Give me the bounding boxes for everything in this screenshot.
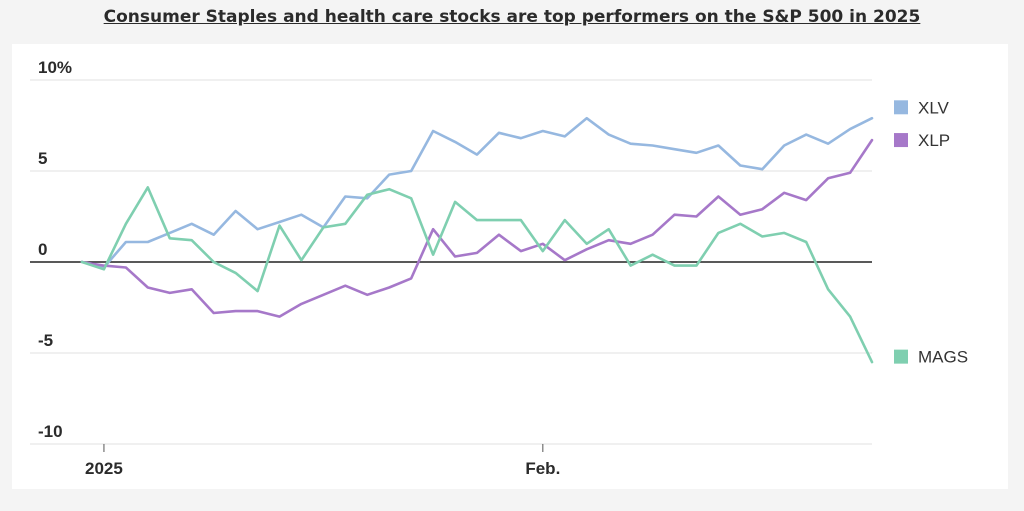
legend-swatch-xlp [894,133,908,148]
legend: XLV XLP MAGS [894,98,968,367]
line-chart: 10% 5 0 -5 -10 2025 Feb. XLV XLP MAGS [30,58,968,478]
legend-label-xlv: XLV [918,98,950,117]
series-line-mags [80,186,874,364]
x-axis-ticks: 2025 Feb. [85,444,560,478]
y-tick-label: -10 [38,422,63,441]
legend-label-mags: MAGS [918,348,968,367]
series-line-xlv [80,116,874,269]
legend-swatch-xlv [894,100,908,115]
y-tick-label: -5 [38,331,53,350]
y-tick-label: 10% [38,58,72,77]
y-axis-ticks: 10% 5 0 -5 -10 [38,58,72,441]
chart-title: Consumer Staples and health care stocks … [103,7,921,27]
x-tick-label: 2025 [85,459,123,478]
grid-lines [30,79,872,445]
series-lines [80,116,874,364]
series-line-xlp [80,138,874,318]
y-tick-label: 0 [38,240,47,259]
legend-swatch-mags [894,349,908,364]
y-tick-label: 5 [38,149,47,168]
chart-panel: 10% 5 0 -5 -10 2025 Feb. XLV XLP MAGS [12,44,1008,489]
legend-label-xlp: XLP [918,131,950,150]
x-tick-label: Feb. [525,459,560,478]
